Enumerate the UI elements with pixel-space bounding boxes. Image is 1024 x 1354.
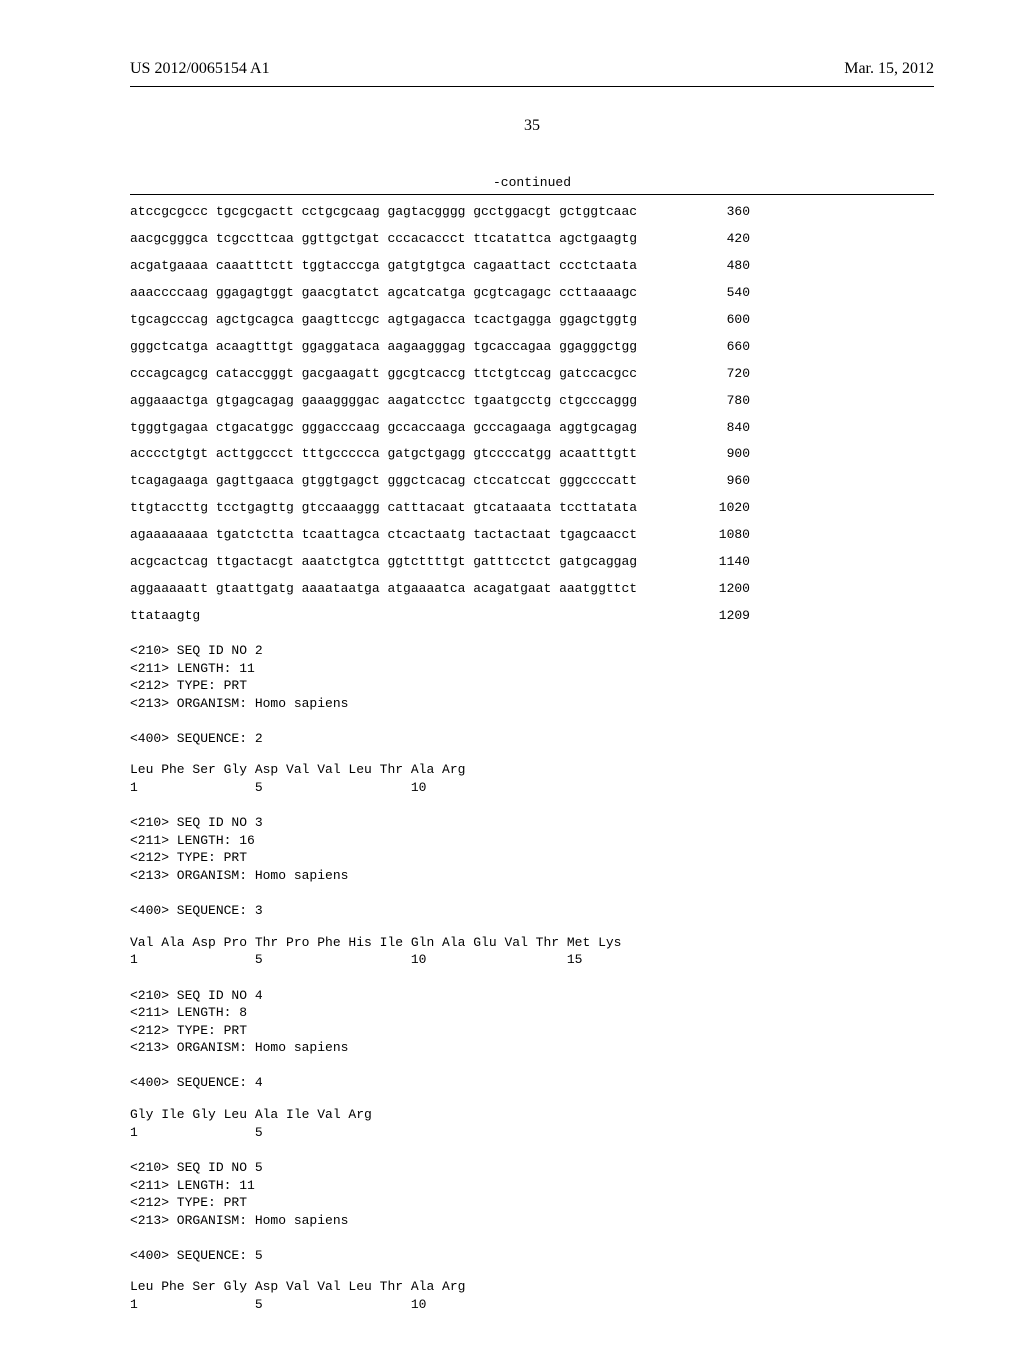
sequence-metadata: <210> SEQ ID NO 2 <211> LENGTH: 11 <212>… [130, 642, 934, 747]
nucleotide-row: atccgcgccc tgcgcgactt cctgcgcaag gagtacg… [130, 205, 934, 220]
nucleotide-position-number: 1140 [690, 555, 750, 570]
nucleotide-sequence-text: tcagagaaga gagttgaaca gtggtgagct gggctca… [130, 474, 690, 489]
nucleotide-position-number: 1020 [690, 501, 750, 516]
nucleotide-sequence-text: atccgcgccc tgcgcgactt cctgcgcaag gagtacg… [130, 205, 690, 220]
nucleotide-row: agaaaaaaaa tgatctctta tcaattagca ctcacta… [130, 528, 934, 543]
nucleotide-row: aggaaactga gtgagcagag gaaaggggac aagatcc… [130, 394, 934, 409]
nucleotide-position-number: 540 [690, 286, 750, 301]
nucleotide-sequence-text: ttataagtg [130, 609, 690, 624]
nucleotide-row: acgcactcag ttgactacgt aaatctgtca ggtcttt… [130, 555, 934, 570]
nucleotide-sequence-text: ttgtaccttg tcctgagttg gtccaaaggg catttac… [130, 501, 690, 516]
nucleotide-position-number: 960 [690, 474, 750, 489]
sequence-metadata: <210> SEQ ID NO 3 <211> LENGTH: 16 <212>… [130, 814, 934, 919]
nucleotide-row: aggaaaaatt gtaattgatg aaaataatga atgaaaa… [130, 582, 934, 597]
nucleotide-sequence-text: agaaaaaaaa tgatctctta tcaattagca ctcacta… [130, 528, 690, 543]
sequence-records: <210> SEQ ID NO 2 <211> LENGTH: 11 <212>… [130, 642, 934, 1314]
page-header: US 2012/0065154 A1 Mar. 15, 2012 [130, 60, 934, 78]
continued-label: -continued [130, 175, 934, 190]
protein-sequence: Val Ala Asp Pro Thr Pro Phe His Ile Gln … [130, 934, 934, 969]
nucleotide-position-number: 480 [690, 259, 750, 274]
nucleotide-row: ttgtaccttg tcctgagttg gtccaaaggg catttac… [130, 501, 934, 516]
nucleotide-row: tgggtgagaa ctgacatggc gggacccaag gccacca… [130, 421, 934, 436]
sequence-metadata: <210> SEQ ID NO 4 <211> LENGTH: 8 <212> … [130, 987, 934, 1092]
nucleotide-sequence-text: acgcactcag ttgactacgt aaatctgtca ggtcttt… [130, 555, 690, 570]
nucleotide-row: cccagcagcg cataccgggt gacgaagatt ggcgtca… [130, 367, 934, 382]
nucleotide-row: gggctcatga acaagtttgt ggaggataca aagaagg… [130, 340, 934, 355]
protein-sequence: Gly Ile Gly Leu Ala Ile Val Arg 1 5 [130, 1106, 934, 1141]
nucleotide-row: ttataagtg1209 [130, 609, 934, 624]
nucleotide-position-number: 420 [690, 232, 750, 247]
nucleotide-row: tcagagaaga gagttgaaca gtggtgagct gggctca… [130, 474, 934, 489]
protein-sequence: Leu Phe Ser Gly Asp Val Val Leu Thr Ala … [130, 1278, 934, 1313]
nucleotide-position-number: 900 [690, 447, 750, 462]
nucleotide-position-number: 840 [690, 421, 750, 436]
protein-sequence: Leu Phe Ser Gly Asp Val Val Leu Thr Ala … [130, 761, 934, 796]
nucleotide-row: acgatgaaaa caaatttctt tggtacccga gatgtgt… [130, 259, 934, 274]
page-number: 35 [130, 117, 934, 135]
nucleotide-sequence-text: aggaaaaatt gtaattgatg aaaataatga atgaaaa… [130, 582, 690, 597]
nucleotide-sequence-text: tgcagcccag agctgcagca gaagttccgc agtgaga… [130, 313, 690, 328]
nucleotide-position-number: 780 [690, 394, 750, 409]
nucleotide-sequence-text: acccctgtgt acttggccct tttgccccca gatgctg… [130, 447, 690, 462]
sequence-metadata: <210> SEQ ID NO 5 <211> LENGTH: 11 <212>… [130, 1159, 934, 1264]
nucleotide-sequence-text: aacgcgggca tcgccttcaa ggttgctgat cccacac… [130, 232, 690, 247]
nucleotide-position-number: 600 [690, 313, 750, 328]
nucleotide-sequence-text: gggctcatga acaagtttgt ggaggataca aagaagg… [130, 340, 690, 355]
nucleotide-sequence-text: acgatgaaaa caaatttctt tggtacccga gatgtgt… [130, 259, 690, 274]
nucleotide-sequence-block: atccgcgccc tgcgcgactt cctgcgcaag gagtacg… [130, 195, 934, 624]
nucleotide-position-number: 360 [690, 205, 750, 220]
publication-number: US 2012/0065154 A1 [130, 60, 270, 78]
nucleotide-position-number: 720 [690, 367, 750, 382]
nucleotide-position-number: 1209 [690, 609, 750, 624]
nucleotide-row: acccctgtgt acttggccct tttgccccca gatgctg… [130, 447, 934, 462]
nucleotide-sequence-text: aaaccccaag ggagagtggt gaacgtatct agcatca… [130, 286, 690, 301]
nucleotide-row: aaaccccaag ggagagtggt gaacgtatct agcatca… [130, 286, 934, 301]
patent-page: US 2012/0065154 A1 Mar. 15, 2012 35 -con… [0, 0, 1024, 1354]
nucleotide-sequence-text: tgggtgagaa ctgacatggc gggacccaag gccacca… [130, 421, 690, 436]
header-rule [130, 86, 934, 87]
publication-date: Mar. 15, 2012 [844, 60, 934, 78]
nucleotide-position-number: 1080 [690, 528, 750, 543]
nucleotide-sequence-text: aggaaactga gtgagcagag gaaaggggac aagatcc… [130, 394, 690, 409]
nucleotide-sequence-text: cccagcagcg cataccgggt gacgaagatt ggcgtca… [130, 367, 690, 382]
nucleotide-position-number: 1200 [690, 582, 750, 597]
nucleotide-position-number: 660 [690, 340, 750, 355]
nucleotide-row: tgcagcccag agctgcagca gaagttccgc agtgaga… [130, 313, 934, 328]
nucleotide-row: aacgcgggca tcgccttcaa ggttgctgat cccacac… [130, 232, 934, 247]
